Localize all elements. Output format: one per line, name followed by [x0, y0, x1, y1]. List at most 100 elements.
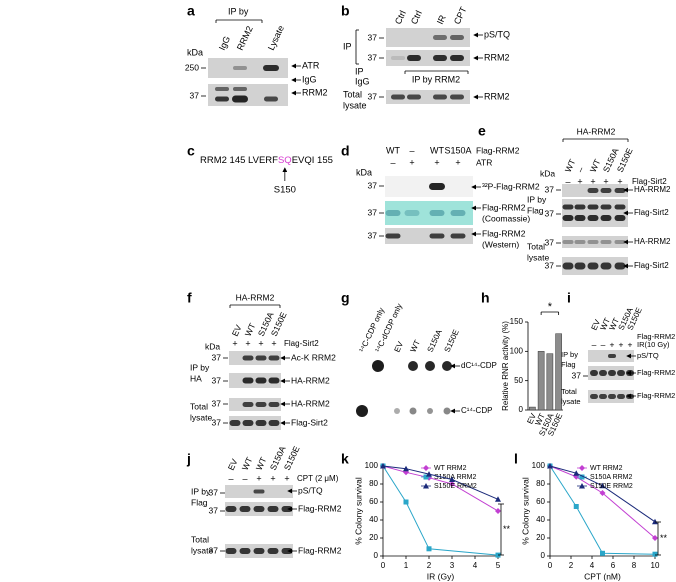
lane-label: +	[434, 157, 439, 167]
significance: *	[548, 301, 553, 313]
band	[255, 377, 267, 384]
spot	[427, 408, 433, 414]
band-label: HA-RRM2	[634, 185, 671, 194]
legend-marker	[579, 465, 585, 471]
band	[574, 262, 586, 270]
y-tick-label: 100	[532, 461, 546, 470]
label: Total	[191, 534, 209, 544]
label: IR(10 Gy)	[637, 340, 670, 349]
band	[233, 87, 247, 91]
lane-label: WT	[243, 322, 258, 338]
band	[255, 402, 267, 407]
mw-label: 37	[368, 180, 378, 190]
mw-label: 37	[368, 52, 378, 62]
y-tick-label: 150	[510, 317, 524, 326]
lane-label: S150E	[443, 328, 461, 354]
band-label: dC¹⁴-CDP	[461, 361, 497, 370]
band-label: Flag-Sirt2	[634, 208, 669, 217]
y-tick-label: 100	[510, 346, 524, 355]
y-tick-label: 40	[536, 515, 545, 524]
band-label: RRM2	[484, 91, 510, 101]
blot	[562, 199, 628, 227]
label: IgG	[355, 76, 370, 86]
data-point	[495, 508, 501, 514]
bar	[529, 406, 536, 411]
lane-label: –	[592, 339, 597, 349]
x-tick-label: 0	[381, 561, 386, 570]
band	[600, 262, 612, 270]
panel-label: g	[341, 290, 350, 306]
data-point	[403, 465, 409, 472]
mw-label: 37	[368, 230, 378, 240]
spot	[408, 361, 418, 371]
band-label: pS/TQ	[298, 485, 323, 495]
band	[239, 548, 251, 554]
band	[407, 94, 421, 100]
data-point	[652, 551, 658, 557]
band	[614, 240, 626, 244]
label: kDa	[205, 341, 220, 351]
label: ATR	[476, 157, 492, 167]
spot	[425, 361, 435, 371]
data-point	[495, 496, 501, 502]
label: CPT (2 μM)	[297, 474, 339, 483]
x-tick-label: 0	[548, 561, 553, 570]
label: kDa	[187, 47, 203, 57]
lane-label: +	[619, 339, 624, 349]
band	[599, 370, 607, 376]
band	[587, 215, 599, 221]
lane-label: S150A	[426, 328, 445, 354]
band	[225, 548, 237, 554]
label: IP by	[527, 194, 547, 204]
band	[268, 355, 280, 361]
spot	[372, 360, 384, 372]
lane-label: Ctrl	[409, 9, 424, 26]
data-point	[426, 471, 432, 477]
y-tick-label: 60	[369, 497, 378, 506]
band	[608, 394, 616, 399]
data-point	[573, 504, 579, 509]
band	[562, 215, 574, 221]
band	[253, 489, 265, 494]
panel-label: l	[514, 451, 518, 467]
mw-label: 37	[212, 352, 222, 362]
label: Flag-RRM2	[476, 145, 520, 155]
y-tick-label: 20	[369, 533, 378, 542]
data-point	[652, 518, 658, 525]
x-tick-label: 2	[569, 561, 574, 570]
band-label: Flag-RRM2	[637, 368, 675, 377]
band	[600, 188, 612, 193]
label: Total	[561, 387, 577, 396]
lane-label: +	[610, 339, 615, 349]
legend-label: S150A RRM2	[434, 474, 477, 481]
band	[587, 262, 599, 270]
band	[268, 420, 280, 426]
band-label: ATR	[302, 60, 320, 70]
band	[215, 87, 229, 91]
label: lysate	[343, 100, 367, 110]
panel-label: i	[567, 290, 571, 306]
y-tick-label: 60	[536, 497, 545, 506]
legend-marker	[579, 483, 585, 489]
lane-label: WT	[563, 158, 578, 174]
site-label: S150	[274, 185, 296, 196]
x-tick-label: 2	[427, 561, 432, 570]
band	[429, 183, 445, 190]
label: lysate	[191, 545, 213, 555]
band	[600, 204, 612, 210]
mw-label: 37	[212, 417, 222, 427]
lane-label: WT	[254, 456, 269, 472]
mw-label: 37	[209, 545, 219, 555]
band	[433, 35, 447, 40]
lane-label: +	[455, 157, 460, 167]
band	[587, 204, 599, 210]
band	[267, 548, 279, 554]
mw-label: 37	[545, 237, 555, 247]
band	[600, 215, 612, 221]
band	[600, 240, 612, 244]
lane-label: WT	[409, 339, 422, 354]
mw-label: 37	[368, 207, 378, 217]
label: Total	[190, 401, 208, 411]
band-label: HA-RRM2	[291, 398, 330, 408]
